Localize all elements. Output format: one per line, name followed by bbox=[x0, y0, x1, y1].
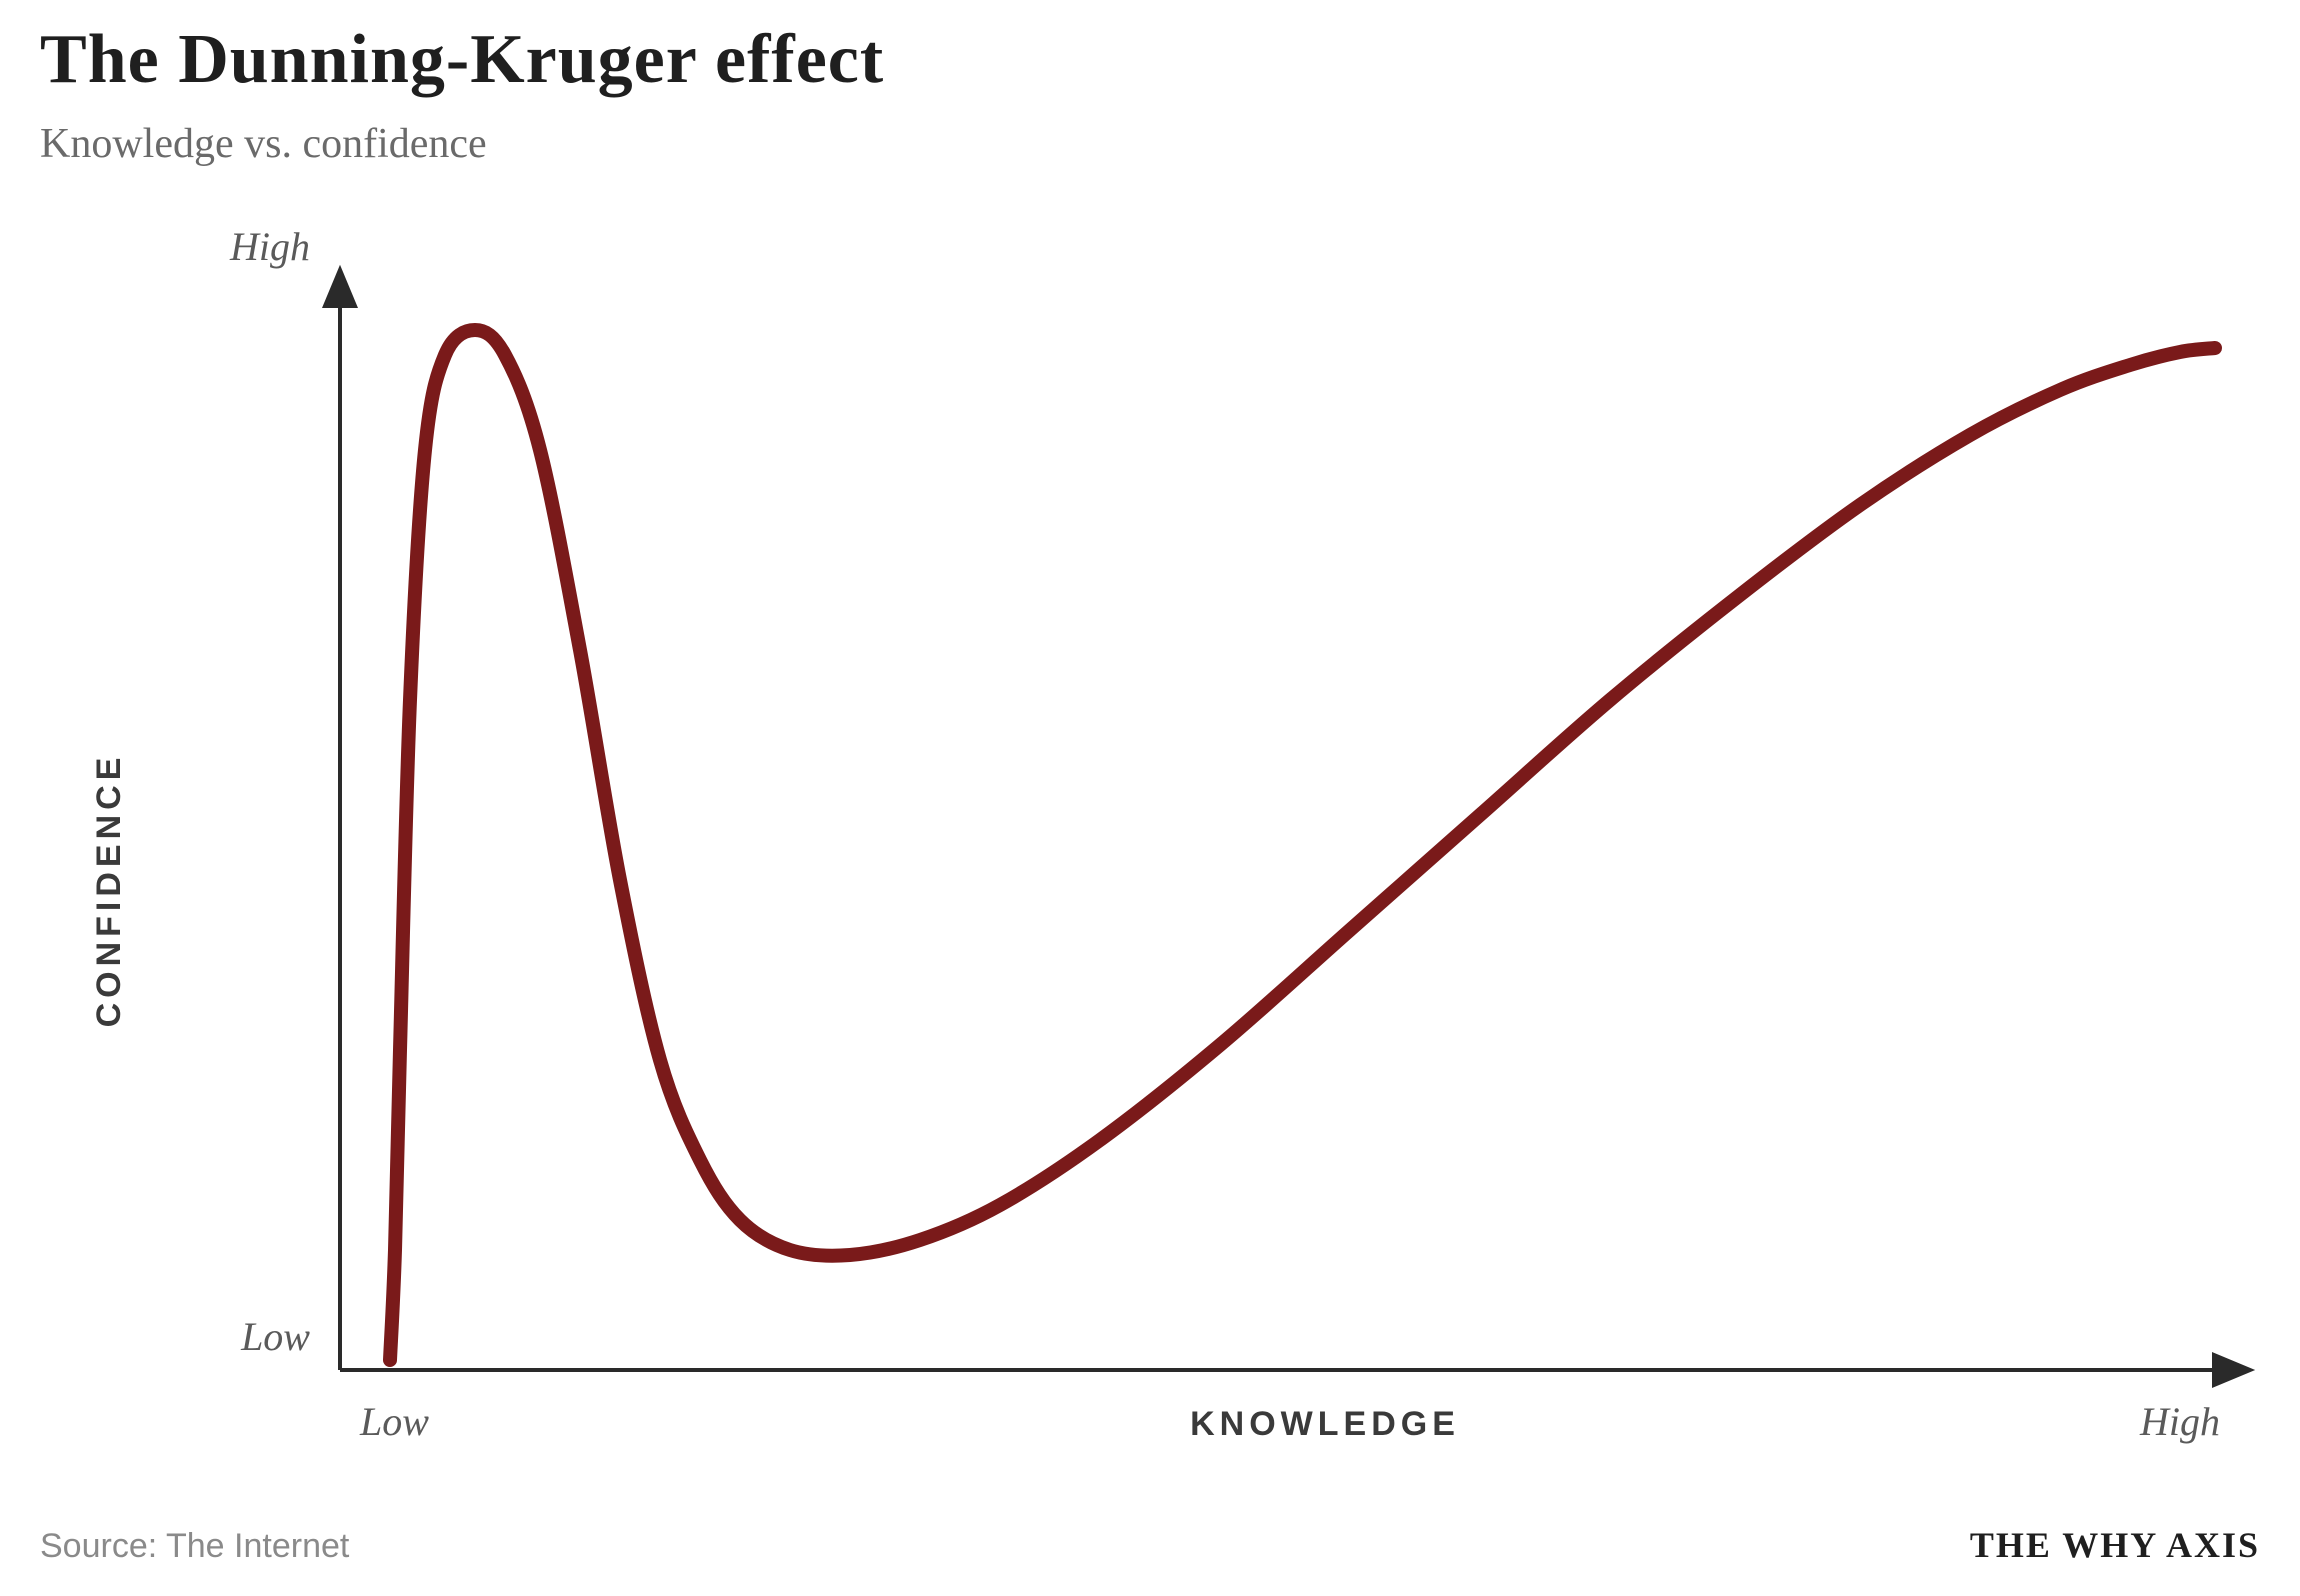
y-axis-low-label: Low bbox=[240, 1314, 310, 1359]
x-axis-high-label: High bbox=[2139, 1399, 2220, 1444]
attribution-text: THE WHY AXIS bbox=[1970, 1524, 2260, 1566]
x-axis-label: KNOWLEDGE bbox=[1190, 1405, 1460, 1443]
source-text: Source: The Internet bbox=[40, 1527, 349, 1566]
x-axis-low-label: Low bbox=[359, 1399, 429, 1444]
dunning-kruger-chart: CONFIDENCE High Low KNOWLEDGE Low High bbox=[0, 0, 2300, 1596]
curve-line bbox=[390, 330, 2215, 1360]
y-axis-label: CONFIDENCE bbox=[90, 753, 128, 1028]
y-axis-high-label: High bbox=[229, 224, 310, 269]
